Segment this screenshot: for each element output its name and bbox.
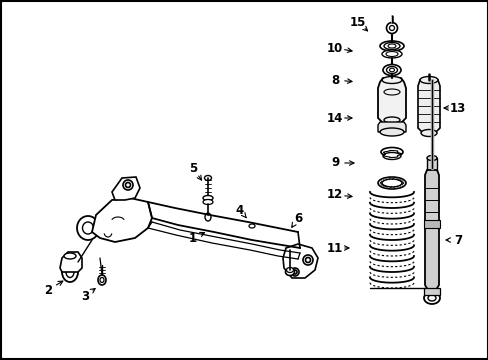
Text: 6: 6 xyxy=(293,211,302,225)
Polygon shape xyxy=(60,252,82,272)
Polygon shape xyxy=(283,244,317,278)
Ellipse shape xyxy=(385,51,397,57)
Ellipse shape xyxy=(98,275,106,285)
Polygon shape xyxy=(377,122,405,132)
Ellipse shape xyxy=(381,77,401,84)
Polygon shape xyxy=(92,198,152,242)
Ellipse shape xyxy=(82,222,93,234)
Circle shape xyxy=(305,257,310,262)
Ellipse shape xyxy=(77,216,99,240)
Ellipse shape xyxy=(386,67,397,73)
Circle shape xyxy=(123,180,133,190)
Ellipse shape xyxy=(204,175,211,180)
Ellipse shape xyxy=(383,89,399,95)
Ellipse shape xyxy=(64,253,76,259)
Ellipse shape xyxy=(426,156,436,161)
Text: 10: 10 xyxy=(326,41,343,54)
Ellipse shape xyxy=(380,148,402,157)
Circle shape xyxy=(125,183,130,188)
Ellipse shape xyxy=(100,278,104,283)
Polygon shape xyxy=(417,80,439,133)
Polygon shape xyxy=(423,288,439,295)
Text: 15: 15 xyxy=(349,15,366,28)
Ellipse shape xyxy=(379,128,403,136)
Ellipse shape xyxy=(423,292,439,304)
Ellipse shape xyxy=(383,117,399,123)
Circle shape xyxy=(290,268,298,276)
Text: 8: 8 xyxy=(330,73,339,86)
Ellipse shape xyxy=(288,252,306,272)
Ellipse shape xyxy=(248,224,254,228)
Text: 2: 2 xyxy=(44,284,52,297)
Polygon shape xyxy=(112,177,140,200)
Polygon shape xyxy=(426,158,436,178)
Text: 4: 4 xyxy=(235,203,244,216)
Text: 9: 9 xyxy=(330,157,339,170)
Ellipse shape xyxy=(204,213,210,221)
Ellipse shape xyxy=(387,44,395,48)
Ellipse shape xyxy=(286,267,293,273)
Polygon shape xyxy=(423,220,439,228)
Text: 7: 7 xyxy=(453,234,461,247)
Ellipse shape xyxy=(426,175,436,180)
Text: 11: 11 xyxy=(326,242,343,255)
Text: 13: 13 xyxy=(449,102,465,114)
Text: 5: 5 xyxy=(188,162,197,175)
Ellipse shape xyxy=(293,257,302,267)
Ellipse shape xyxy=(285,269,294,275)
Ellipse shape xyxy=(381,179,401,187)
Circle shape xyxy=(303,255,312,265)
Circle shape xyxy=(389,26,394,31)
Ellipse shape xyxy=(381,50,401,58)
Ellipse shape xyxy=(203,195,213,201)
Ellipse shape xyxy=(377,177,405,189)
Ellipse shape xyxy=(62,262,78,282)
Ellipse shape xyxy=(379,41,403,51)
Text: 3: 3 xyxy=(81,289,89,302)
Ellipse shape xyxy=(66,266,74,278)
Polygon shape xyxy=(424,170,438,290)
Text: 1: 1 xyxy=(188,231,197,244)
Ellipse shape xyxy=(420,130,436,136)
Ellipse shape xyxy=(389,68,394,72)
Ellipse shape xyxy=(382,153,400,159)
Circle shape xyxy=(292,270,296,274)
Ellipse shape xyxy=(419,77,437,84)
Ellipse shape xyxy=(383,42,399,49)
Ellipse shape xyxy=(203,199,213,204)
Polygon shape xyxy=(377,78,405,125)
Ellipse shape xyxy=(427,295,435,301)
Circle shape xyxy=(386,22,397,33)
Text: 14: 14 xyxy=(326,112,343,125)
Ellipse shape xyxy=(382,64,400,76)
Text: 12: 12 xyxy=(326,189,343,202)
